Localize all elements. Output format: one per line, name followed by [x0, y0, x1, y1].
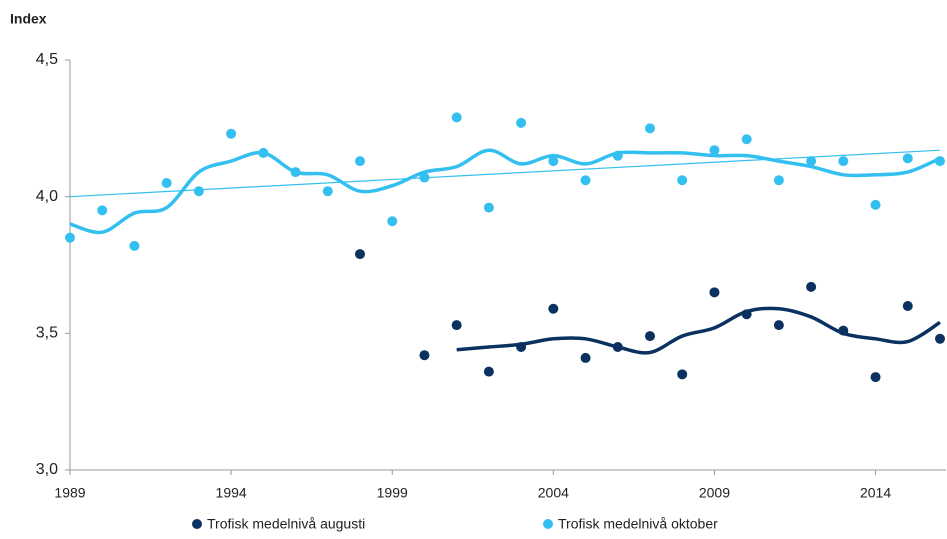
smooth-line: [456, 306, 941, 355]
data-point: [516, 342, 527, 352]
x-tick-label: 1999: [377, 485, 408, 501]
data-point: [483, 366, 494, 377]
x-tick-label: 2004: [538, 485, 569, 501]
data-point: [709, 145, 720, 156]
data-point: [838, 156, 849, 167]
data-point: [870, 372, 881, 383]
data-point: [322, 186, 333, 197]
y-tick-label: 3,0: [36, 461, 58, 478]
data-point: [838, 325, 849, 336]
data-point: [645, 331, 655, 342]
data-point: [451, 320, 462, 331]
data-point: [516, 117, 527, 128]
data-point: [451, 112, 462, 123]
x-tick-label: 1994: [216, 485, 247, 501]
data-point: [741, 134, 752, 145]
data-point: [483, 202, 494, 213]
data-point: [258, 147, 269, 158]
data-point: [193, 186, 204, 197]
data-point: [580, 175, 591, 186]
data-point: [226, 128, 237, 139]
y-axis-label: Index: [10, 11, 47, 27]
legend-label: Trofisk medelnivå augusti: [207, 516, 365, 532]
data-point: [902, 153, 913, 164]
x-tick-label: 1989: [54, 485, 85, 501]
trend-line: [69, 149, 941, 198]
data-point: [935, 333, 945, 344]
legend-marker: [543, 519, 553, 529]
data-point: [677, 369, 688, 380]
data-point: [935, 156, 945, 167]
data-point: [806, 281, 817, 292]
data-point: [806, 156, 817, 167]
data-point: [612, 342, 623, 352]
data-point: [129, 240, 140, 251]
data-point: [773, 175, 784, 186]
data-point: [355, 156, 365, 167]
data-point: [741, 309, 752, 320]
data-point: [419, 350, 430, 361]
x-tick-label: 2014: [860, 485, 891, 501]
data-point: [65, 232, 75, 243]
data-point: [612, 150, 623, 161]
smooth-line: [69, 148, 941, 235]
data-point: [709, 287, 720, 298]
data-point: [419, 172, 430, 183]
y-tick-label: 4,0: [36, 188, 58, 205]
data-point: [290, 167, 301, 178]
data-point: [773, 320, 784, 331]
data-point: [645, 123, 655, 134]
data-point: [548, 156, 559, 167]
data-point: [97, 205, 108, 216]
data-point: [580, 352, 591, 363]
data-point: [677, 175, 688, 186]
legend-marker: [192, 519, 202, 529]
y-tick-label: 4,5: [36, 51, 58, 68]
y-tick-label: 3,5: [36, 325, 58, 342]
data-point: [161, 178, 172, 188]
data-point: [387, 216, 398, 227]
data-point: [902, 301, 913, 311]
data-point: [548, 303, 559, 314]
x-tick-label: 2009: [699, 485, 730, 501]
data-point: [870, 199, 881, 210]
data-point: [355, 249, 365, 260]
legend-label: Trofisk medelnivå oktober: [558, 516, 718, 532]
